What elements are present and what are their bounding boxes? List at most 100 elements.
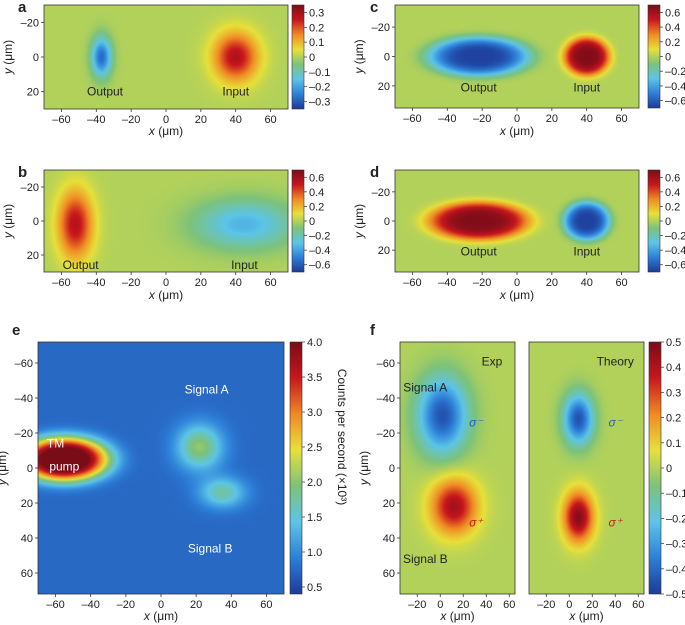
- colorbar-tick-label: 0.5: [666, 337, 681, 349]
- colorbar-tick-label: –0.2: [665, 231, 685, 243]
- annotation-label: Output: [461, 80, 498, 94]
- x-tick-label: 60: [615, 113, 627, 125]
- y-tick-label: –20: [21, 182, 39, 194]
- x-axis-label: x (μm): [499, 288, 534, 302]
- x-tick-label: –60: [52, 114, 70, 126]
- colorbar-tick-label: –0.4: [665, 81, 685, 93]
- annotation-label: σ⁻: [608, 416, 623, 430]
- colorbar-tick-label: 0.6: [665, 172, 680, 184]
- y-axis-label: y (μm): [352, 39, 366, 74]
- colorbar-tick-label: 0.3: [666, 387, 681, 399]
- x-tick-label: –40: [438, 113, 456, 125]
- x-tick-label: 60: [632, 599, 644, 611]
- colorbar-tick-label: 0.4: [309, 187, 324, 199]
- x-tick-label: –60: [403, 277, 421, 289]
- colorbar-tick-label: 3.0: [307, 407, 322, 419]
- colorbar-tick-label: 0.4: [665, 22, 680, 34]
- x-tick-label: 20: [190, 599, 202, 611]
- colorbar-tick-label: –0.3: [666, 539, 685, 551]
- colorbar-tick-label: 0: [309, 216, 315, 228]
- y-axis-label: y (μm): [1, 204, 15, 239]
- panel-d: –60 –40 –20 0 20 40 60 –20 0 20 x (μm) y (μm) d Outpu…: [352, 164, 685, 302]
- x-tick-label: 0: [514, 113, 520, 125]
- heatmap-f_exp: [400, 342, 515, 594]
- colorbar-tick-label: 0.2: [309, 201, 324, 213]
- x-tick-label: –40: [438, 277, 456, 289]
- x-tick-label: –20: [473, 277, 491, 289]
- y-tick-label: 60: [21, 568, 33, 580]
- colorbar-tick-label: –0.1: [666, 488, 685, 500]
- colorbar-tick-label: –0.4: [309, 245, 330, 257]
- colorbar-tick-label: 0.4: [665, 187, 680, 199]
- panel-a: –60 –40 –20 0 20 40 60 –20 0 20 x (μm) y (μm) a Outpu…: [1, 0, 330, 138]
- colorbar-tick-label: –0.3: [309, 97, 330, 109]
- y-tick-label: –20: [21, 17, 39, 29]
- x-tick-label: 60: [264, 277, 276, 289]
- y-tick-label: –20: [15, 428, 33, 440]
- y-tick-label: 20: [27, 250, 39, 262]
- colorbar-tick-label: –0.6: [665, 96, 685, 108]
- heatmap-f_theory: [529, 342, 644, 594]
- annotation-label: Output: [63, 258, 100, 272]
- annotation-label: Theory: [597, 354, 634, 368]
- y-tick-label: 20: [27, 87, 39, 99]
- colorbar-tick-label: 2.5: [307, 442, 322, 454]
- y-tick-label: 0: [389, 463, 395, 475]
- colorbar-tick-label: –0.4: [665, 245, 685, 257]
- colorbar-tick-label: 0.1: [309, 37, 324, 49]
- colorbar-tick-label: –0.4: [666, 564, 685, 576]
- x-tick-label: 0: [158, 599, 164, 611]
- y-tick-label: 20: [378, 81, 390, 93]
- y-tick-label: 40: [383, 533, 395, 545]
- colorbar-tick-label: 0: [665, 52, 671, 64]
- x-tick-label: 40: [230, 114, 242, 126]
- y-tick-label: –20: [372, 187, 390, 199]
- y-tick-label: –20: [372, 22, 390, 34]
- y-tick-label: –40: [15, 393, 33, 405]
- annotation-label: σ⁺: [469, 515, 484, 529]
- panel-label-d: d: [370, 164, 379, 181]
- x-tick-label: 0: [163, 114, 169, 126]
- annotation-label: Signal A: [185, 382, 229, 396]
- colorbar-tick-label: 0.4: [666, 362, 681, 374]
- x-axis-label: x (μm): [148, 288, 183, 302]
- x-axis-label: x (μm): [439, 609, 474, 623]
- colorbar-tick-label: 1.0: [307, 547, 322, 559]
- panel-label-f: f: [370, 322, 376, 339]
- x-tick-label: 20: [195, 114, 207, 126]
- panel-label-b: b: [18, 164, 27, 181]
- y-tick-label: 0: [33, 52, 39, 64]
- panel-label-a: a: [18, 0, 27, 16]
- colorbar-tick-label: 0.2: [665, 201, 680, 213]
- panel-c: –60 –40 –20 0 20 40 60 –20 0 20 x (μm) y (μm) c Outpu…: [352, 0, 685, 138]
- panel-label-c: c: [370, 0, 378, 16]
- x-axis-label: x (μm): [499, 124, 534, 138]
- colorbar-tick-label: 3.5: [307, 372, 322, 384]
- heatmap-b: [44, 170, 288, 272]
- y-tick-label: 0: [27, 463, 33, 475]
- colorbar-tick-label: 0: [666, 463, 672, 475]
- colorbar-tick-label: 4.0: [307, 337, 322, 349]
- annotation-label: Signal A: [403, 381, 447, 395]
- x-tick-label: 40: [581, 113, 593, 125]
- x-tick-label: –60: [52, 277, 70, 289]
- colorbar-tick-label: –0.6: [309, 260, 330, 272]
- colorbar-a: [291, 4, 305, 110]
- y-tick-label: 20: [378, 245, 390, 257]
- y-tick-label: –60: [15, 358, 33, 370]
- x-axis-label: x (μm): [568, 609, 603, 623]
- x-tick-label: 60: [503, 599, 515, 611]
- colorbar-tick-label: 0.6: [309, 172, 324, 184]
- annotation-label: Input: [222, 85, 249, 99]
- y-axis-label: y (μm): [1, 40, 15, 75]
- colorbar-tick-label: –0.6: [665, 260, 685, 272]
- heatmap-c: [395, 5, 639, 108]
- annotation-label: Exp: [482, 354, 503, 368]
- x-tick-label: 20: [546, 113, 558, 125]
- x-tick-label: 20: [586, 599, 598, 611]
- colorbar-tick-label: –0.2: [309, 82, 330, 94]
- y-tick-label: 0: [384, 216, 390, 228]
- y-tick-label: –60: [377, 358, 395, 370]
- colorbar-tick-label: –0.2: [309, 231, 330, 243]
